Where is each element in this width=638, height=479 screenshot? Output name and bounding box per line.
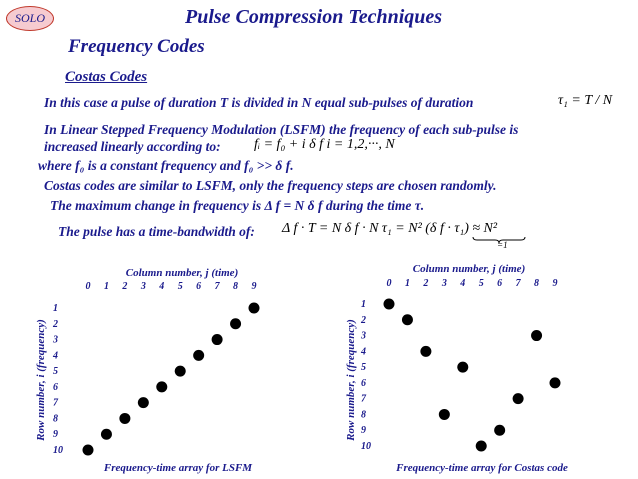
costas-xtick-label: 7 (516, 278, 522, 289)
costas-points (383, 298, 561, 452)
lsfm-point (248, 302, 260, 314)
costas-xtick-label: 1 (405, 278, 410, 289)
costas-point (457, 361, 469, 373)
lsfm-xtick-label: 1 (104, 281, 109, 292)
math-time-bandwidth: Δ f · T = N δ f · N τ₁ = N² (δ f · τ₁) ≈… (282, 221, 498, 236)
costas-point (401, 314, 413, 326)
costas-point (383, 298, 395, 310)
lsfm-ytick-label: 10 (53, 445, 63, 456)
costas-xtick-label: 5 (479, 278, 484, 289)
lsfm-xtick-label: 4 (158, 281, 164, 292)
costas-ytick-label: 9 (361, 425, 366, 436)
lsfm-xtick-label: 5 (178, 281, 183, 292)
costas-chart: Column number, j (time) 0 1 2 3 4 5 6 7 8 9 Row n… (345, 263, 568, 474)
lsfm-xticks: 0 1 2 3 4 5 6 7 8 9 (86, 281, 257, 292)
text-line-7: The pulse has a time-bandwidth of: (58, 224, 255, 239)
costas-xtick-label: 4 (459, 278, 465, 289)
costas-point (549, 377, 561, 389)
costas-ytick-label: 1 (361, 299, 366, 310)
lsfm-point (156, 381, 168, 393)
lsfm-point (137, 397, 149, 409)
math-fi: fᵢ = f₀ + i δ f i = 1,2,···, N (254, 137, 395, 152)
lsfm-xlabel: Column number, j (time) (126, 267, 238, 279)
lsfm-point (230, 318, 242, 330)
costas-xlabel: Column number, j (time) (413, 263, 525, 275)
costas-yticks: 1 2 3 4 5 6 7 8 9 10 (360, 299, 371, 452)
lsfm-ytick-label: 3 (52, 335, 58, 346)
text-line-3: increased linearly according to: (44, 139, 221, 154)
costas-xtick-label: 9 (553, 278, 558, 289)
costas-xticks: 0 1 2 3 4 5 6 7 8 9 (387, 278, 558, 289)
costas-point (420, 345, 432, 357)
costas-xtick-label: 0 (387, 278, 392, 289)
lsfm-ytick-label: 4 (52, 350, 58, 361)
lsfm-ylabel: Row number, i (frequency) (35, 319, 47, 442)
costas-point (438, 408, 450, 420)
lsfm-points (82, 302, 260, 456)
costas-ytick-label: 7 (361, 394, 367, 405)
lsfm-ytick-label: 7 (53, 398, 59, 409)
lsfm-ytick-label: 9 (53, 429, 58, 440)
lsfm-xtick-label: 6 (196, 281, 201, 292)
costas-ytick-label: 3 (360, 331, 366, 342)
costas-ylabel: Row number, i (frequency) (345, 319, 357, 442)
lsfm-ytick-label: 8 (53, 413, 58, 424)
lsfm-chart: Column number, j (time) 0 1 2 3 4 5 6 7 8 9 Row n… (35, 267, 260, 474)
costas-xtick-label: 3 (441, 278, 447, 289)
costas-ytick-label: 5 (361, 362, 366, 373)
lsfm-xtick-label: 3 (140, 281, 146, 292)
costas-ytick-label: 10 (361, 441, 371, 452)
underbrace (472, 236, 526, 244)
costas-xtick-label: 8 (534, 278, 539, 289)
text-line-5: Costas codes are similar to LSFM, only t… (44, 178, 497, 193)
lsfm-xtick-label: 0 (86, 281, 91, 292)
lsfm-xtick-label: 7 (215, 281, 221, 292)
costas-ytick-label: 6 (361, 378, 366, 389)
costas-xtick-label: 6 (497, 278, 502, 289)
costas-point (494, 424, 506, 436)
lsfm-point (119, 412, 131, 424)
solo-badge: SOLO (6, 6, 54, 31)
lsfm-point (211, 334, 223, 346)
text-line-6: The maximum change in frequency is Δ f =… (50, 198, 425, 213)
costas-ytick-label: 4 (360, 346, 366, 357)
lsfm-xtick-label: 2 (121, 281, 127, 292)
math-tau1: τ₁ = T / N (558, 93, 613, 108)
lsfm-title: Frequency-time array for LSFM (103, 462, 253, 474)
lsfm-point (100, 428, 112, 440)
costas-title: Frequency-time array for Costas code (395, 462, 568, 474)
lsfm-xtick-label: 8 (233, 281, 238, 292)
section-heading: Costas Codes (65, 69, 148, 85)
lsfm-xtick-label: 9 (252, 281, 257, 292)
costas-xtick-label: 2 (422, 278, 428, 289)
page-title: Pulse Compression Techniques (185, 6, 443, 28)
lsfm-ytick-label: 2 (52, 319, 58, 330)
costas-ytick-label: 8 (361, 409, 366, 420)
text-line-1: In this case a pulse of duration T is di… (44, 95, 474, 110)
lsfm-ytick-label: 1 (53, 303, 58, 314)
lsfm-ytick-label: 5 (53, 366, 58, 377)
lsfm-point (174, 365, 186, 377)
lsfm-ytick-label: 6 (53, 382, 58, 393)
text-line-2: In Linear Stepped Frequency Modulation (… (44, 122, 519, 137)
costas-ytick-label: 2 (360, 315, 366, 326)
page-subtitle: Frequency Codes (68, 36, 205, 57)
lsfm-point (82, 444, 94, 456)
costas-point (531, 330, 543, 342)
costas-point (512, 393, 524, 405)
math-underbrace-label: =1 (497, 240, 508, 250)
text-line-4: where f₀ is a constant frequency and f₀ … (38, 158, 294, 173)
lsfm-point (193, 349, 205, 361)
lsfm-yticks: 1 2 3 4 5 6 7 8 9 10 (52, 303, 63, 456)
costas-point (475, 440, 487, 452)
